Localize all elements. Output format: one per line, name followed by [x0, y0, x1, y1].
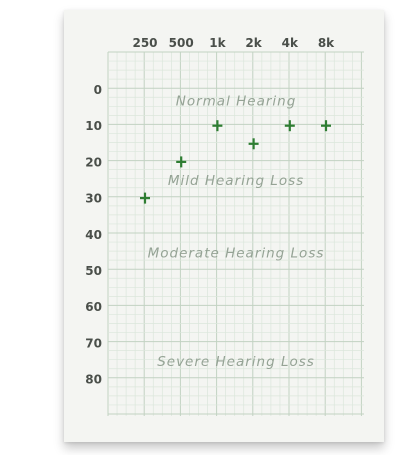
db-tick-labels: 0 10 20 30 40 50 60 70 80	[85, 83, 102, 387]
frequency-tick-label: 1k	[209, 36, 226, 50]
data-points	[140, 120, 331, 204]
region-label: Severe Hearing Loss	[157, 354, 315, 370]
db-tick-label: 80	[85, 373, 102, 387]
frequency-tick-label: 2k	[245, 36, 262, 50]
db-tick-label: 20	[85, 155, 102, 169]
db-tick-label: 50	[85, 264, 102, 278]
region-label: Moderate Hearing Loss	[148, 245, 325, 261]
data-point	[176, 156, 187, 168]
frequency-tick-labels: 250 500 1k 2k 4k 8k	[132, 36, 335, 50]
grid	[107, 51, 364, 416]
region-label: Normal Hearing	[176, 93, 297, 109]
data-point	[248, 138, 259, 150]
db-tick-label: 30	[85, 192, 102, 206]
frequency-tick-label: 8k	[318, 36, 335, 50]
db-tick-label: 10	[85, 119, 102, 133]
frequency-tick-label: 500	[169, 36, 194, 50]
db-tick-label: 0	[94, 83, 102, 97]
data-point	[140, 192, 150, 204]
data-point	[284, 120, 295, 132]
region-label: Mild Hearing Loss	[168, 173, 304, 189]
data-point	[212, 120, 223, 132]
data-point	[321, 120, 331, 132]
db-tick-label: 70	[85, 336, 102, 350]
frequency-tick-label: 250	[132, 36, 157, 50]
db-tick-label: 60	[85, 300, 102, 314]
region-labels: Normal Hearing Mild Hearing Loss Moderate …	[148, 93, 325, 370]
db-tick-label: 40	[85, 228, 102, 242]
frequency-tick-label: 4k	[282, 36, 299, 50]
